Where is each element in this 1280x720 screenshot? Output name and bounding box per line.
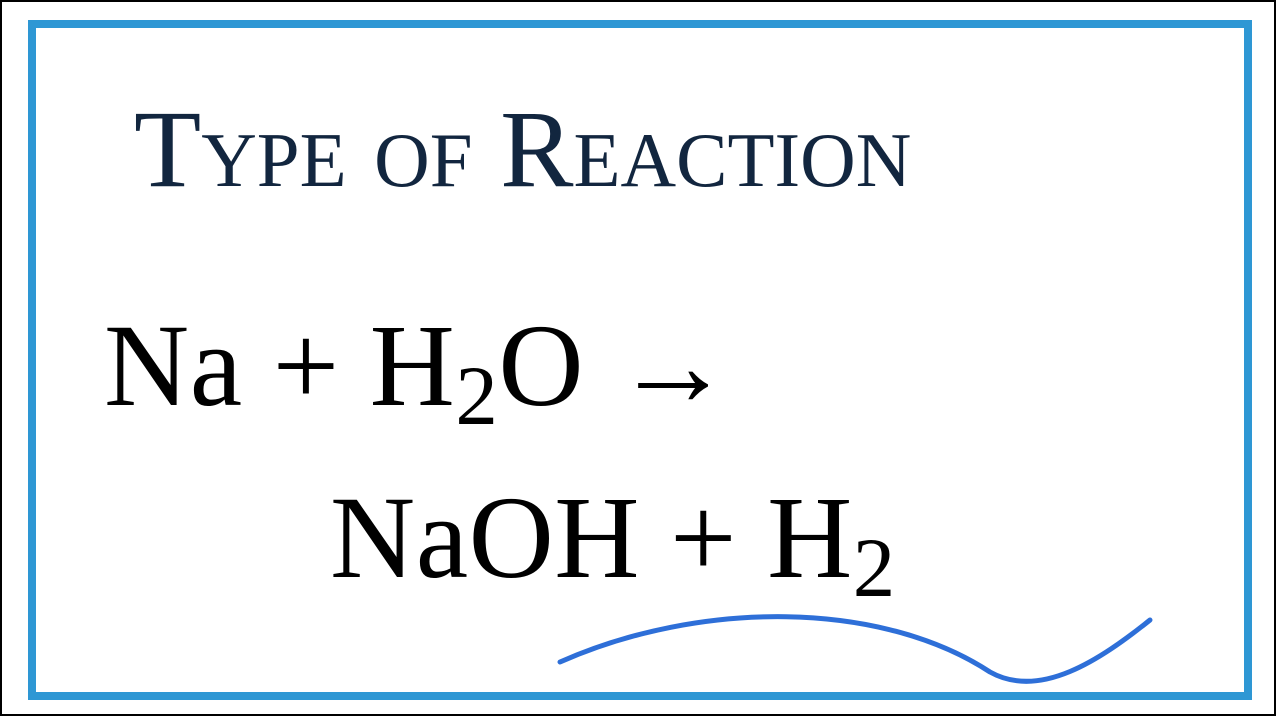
hand-drawn-underline bbox=[0, 0, 1280, 720]
